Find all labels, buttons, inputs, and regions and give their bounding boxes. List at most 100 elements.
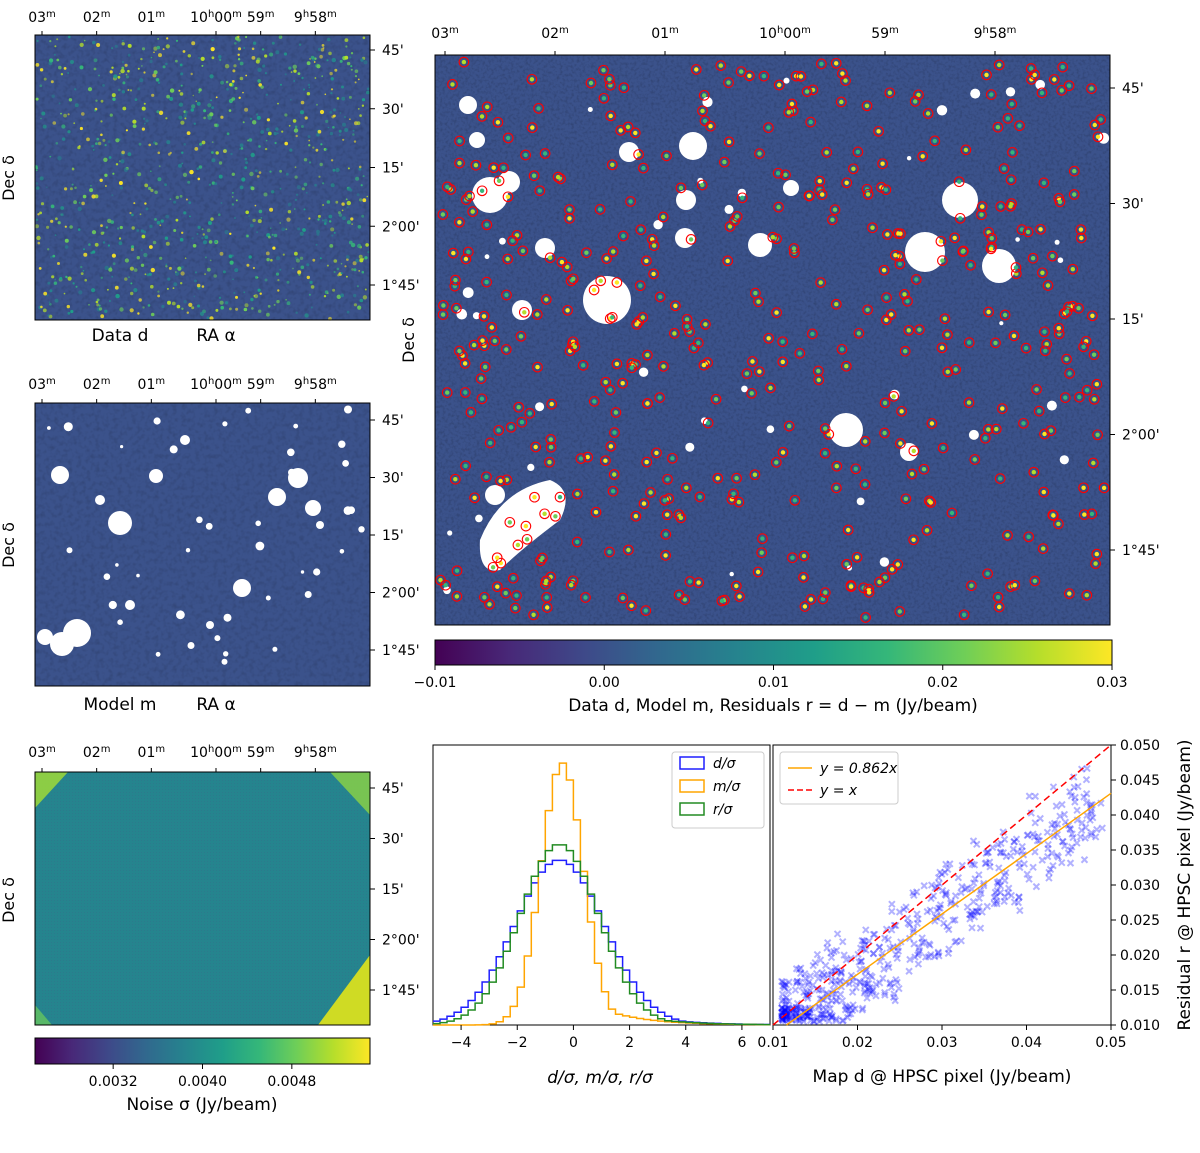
source-core xyxy=(967,340,972,345)
masked-source xyxy=(255,520,261,527)
source-core xyxy=(834,61,839,66)
source-marker xyxy=(507,572,519,584)
ra-tick-label: 10h00m xyxy=(190,376,242,394)
bright-spot xyxy=(345,45,348,48)
source-core xyxy=(902,292,907,297)
source-core xyxy=(725,258,730,264)
source-core xyxy=(479,114,485,119)
source-marker xyxy=(445,184,457,195)
bright-spot xyxy=(238,96,241,100)
bright-spot xyxy=(143,230,147,234)
dec-tick-label: 2°00' xyxy=(382,219,420,235)
source-marker xyxy=(1063,588,1075,599)
ra-tick-label: 59m xyxy=(871,25,899,43)
source-core xyxy=(575,491,580,497)
bright-spot xyxy=(330,183,335,188)
scatter-point xyxy=(934,904,943,912)
source-marker xyxy=(1023,531,1035,543)
scatter-point xyxy=(893,978,901,987)
source-core xyxy=(1056,326,1062,331)
scatter-point xyxy=(852,983,860,992)
masked-source xyxy=(1057,257,1064,264)
source-marker xyxy=(992,121,1004,133)
scatter-point xyxy=(837,969,846,978)
bright-spot xyxy=(247,215,251,218)
source-core xyxy=(914,277,919,282)
source-marker xyxy=(705,120,716,132)
scatter-point xyxy=(1050,832,1058,840)
bright-spot xyxy=(79,42,84,48)
bright-spot xyxy=(127,43,132,48)
source-core xyxy=(549,401,554,407)
scatter-point xyxy=(865,986,874,995)
scatter-point xyxy=(781,997,790,1005)
scatter-point xyxy=(819,1015,827,1023)
source-marker xyxy=(723,136,735,148)
source-core xyxy=(949,510,955,516)
scatter-point xyxy=(1005,884,1013,892)
bright-spot xyxy=(319,162,323,167)
source-marker xyxy=(484,598,495,610)
bright-spot xyxy=(345,198,348,201)
source-marker xyxy=(528,609,539,621)
residual-colorbar-label: Data d, Model m, Residuals r = d − m (Jy… xyxy=(568,696,978,716)
bright-spot xyxy=(251,307,254,310)
scatter-point xyxy=(778,1008,786,1017)
source-core xyxy=(756,299,761,304)
source-core xyxy=(844,562,849,567)
bright-spot xyxy=(243,307,248,312)
bright-spot xyxy=(179,237,184,242)
scatter-point xyxy=(983,848,992,856)
source-core xyxy=(536,106,541,111)
scatter-point xyxy=(913,919,922,928)
source-marker xyxy=(564,204,575,215)
bright-spot xyxy=(210,99,213,102)
source-marker xyxy=(675,512,687,524)
bright-spot xyxy=(206,228,211,233)
source-core xyxy=(1039,90,1045,96)
colorbar-tick-label: 0.03 xyxy=(1096,675,1127,691)
scatter-ytick-label: 0.025 xyxy=(1120,913,1160,929)
bright-spot xyxy=(195,100,198,103)
scatter-point xyxy=(779,982,787,990)
bright-spot xyxy=(102,138,106,142)
source-core xyxy=(620,595,625,601)
bright-spot xyxy=(36,235,41,241)
source-core xyxy=(519,420,525,425)
ra-tick-label: 9h58m xyxy=(294,376,337,394)
source-marker xyxy=(638,162,649,174)
bright-spot xyxy=(140,263,145,267)
scatter-point xyxy=(999,848,1008,857)
bright-spot xyxy=(346,258,349,261)
bright-spot xyxy=(198,91,201,94)
source-core xyxy=(713,397,719,402)
scatter-point xyxy=(1051,825,1059,833)
source-marker xyxy=(929,135,941,147)
scatter-point xyxy=(795,1016,804,1025)
histogram-xtick-label: −2 xyxy=(507,1035,528,1051)
ra-tick-label: 10h00m xyxy=(190,744,242,762)
bright-spot xyxy=(93,67,97,71)
noise-map-background xyxy=(35,772,370,1025)
masked-source xyxy=(265,595,271,601)
scatter-point xyxy=(994,840,1002,849)
bright-spot xyxy=(356,121,361,126)
source-marker xyxy=(1020,342,1032,354)
source-marker xyxy=(963,337,975,348)
source-marker xyxy=(1092,131,1104,143)
scatter-point xyxy=(965,910,974,919)
scatter-point xyxy=(969,837,978,845)
source-marker xyxy=(1008,330,1020,342)
model-map-panel: 03m 02m 01m 10h00m 59m 9h58m 45'30'15'2°00'1°… xyxy=(0,376,420,716)
source-core xyxy=(929,421,935,426)
source-marker xyxy=(860,612,871,623)
bright-spot xyxy=(288,124,291,127)
scatter-ylabel: Residual r @ HPSC pixel (Jy/beam) xyxy=(1175,739,1195,1030)
scatter-point xyxy=(879,974,887,983)
bright-spot xyxy=(169,88,175,93)
bright-spot xyxy=(354,81,357,84)
bright-spot xyxy=(74,88,77,91)
source-marker xyxy=(1095,114,1107,125)
bright-spot xyxy=(109,70,113,74)
source-core xyxy=(479,188,485,193)
